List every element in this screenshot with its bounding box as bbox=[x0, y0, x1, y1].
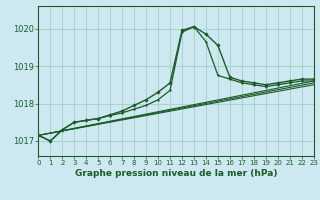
X-axis label: Graphe pression niveau de la mer (hPa): Graphe pression niveau de la mer (hPa) bbox=[75, 169, 277, 178]
